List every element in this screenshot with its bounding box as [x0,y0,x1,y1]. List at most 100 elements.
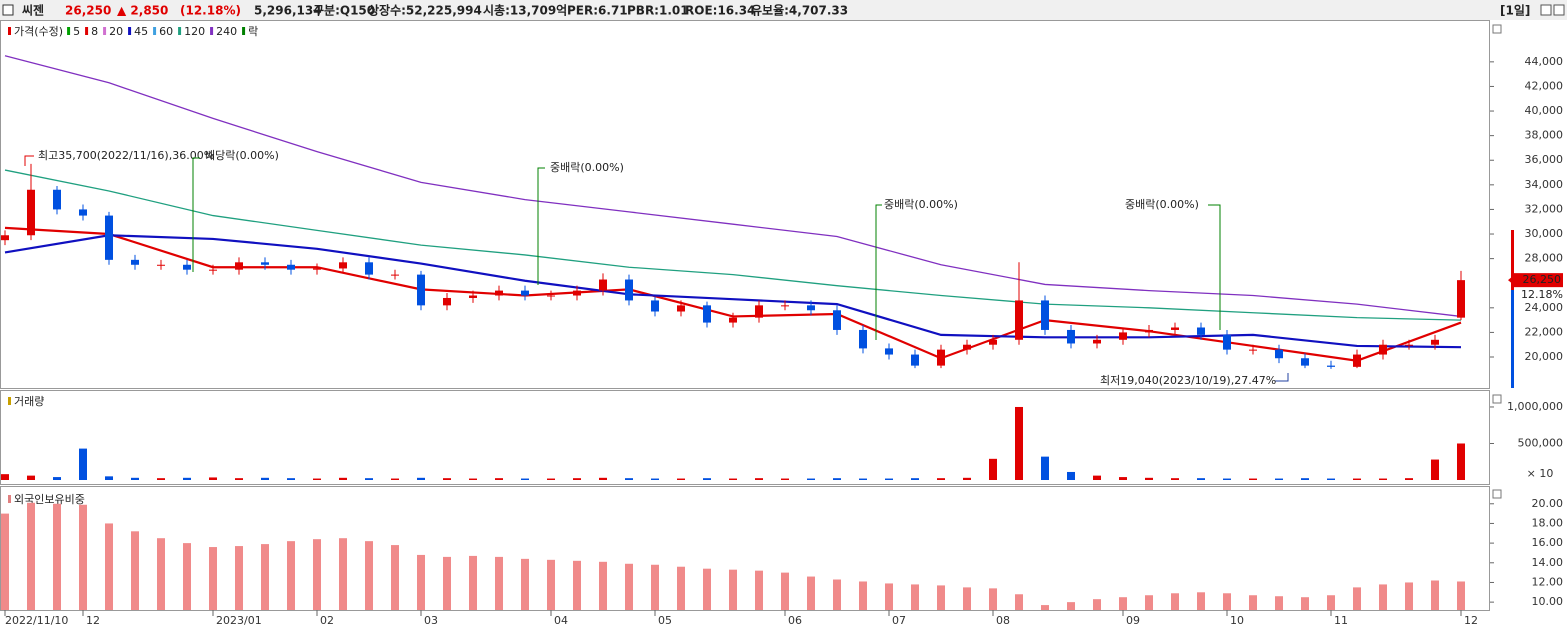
bar [937,478,945,480]
pbr: PBR:1.01 [627,4,689,18]
bar [729,569,737,610]
market: 구분:Q150 [313,4,375,18]
legend-swatch [210,27,214,35]
candle-body [391,274,399,276]
x-tick-label: 12 [86,614,100,627]
legend-swatch [128,27,132,35]
annotation: 최저19,040(2023/10/19),27.47% [1100,374,1276,387]
bar [1145,477,1153,480]
bar [1301,597,1309,610]
y-tick-label: 20,000 [1525,350,1564,363]
candle-body [1,235,9,241]
bar [677,478,685,480]
legend-label: 락 [248,25,258,38]
legend-label: 60 [159,25,173,38]
annotation: 중배락(0.00%) [884,198,958,211]
period[interactable]: [1일] [1500,4,1530,18]
bar [885,583,893,610]
x-tick-label: 2022/11/10 [5,614,68,627]
bar [755,570,763,610]
candle-body [1015,300,1023,340]
candle-body [339,262,347,269]
panel-title: 거래량 [14,395,44,408]
bar [573,478,581,480]
bar [599,477,607,480]
bar [339,538,347,610]
close-button[interactable] [1553,4,1565,16]
candle-body [1457,280,1465,318]
bar [807,478,815,480]
candle-body [1223,334,1231,350]
change-label: 12.18% [1521,288,1563,301]
candle-body [235,262,243,270]
bar [1405,478,1413,480]
y-tick-label: 36,000 [1525,153,1564,166]
bar [1249,595,1257,610]
unit-label: × 10 [1527,467,1554,480]
candle-body [651,300,659,312]
y-tick-label: 24,000 [1525,301,1564,314]
candle-body [1041,300,1049,330]
x-tick-label: 08 [996,614,1010,627]
x-tick-label: 11 [1334,614,1348,627]
candle-body [417,274,425,306]
bar [287,478,295,480]
bar [1457,581,1465,610]
bar [911,584,919,610]
bar [1379,478,1387,480]
bar [235,546,243,610]
bar [677,566,685,610]
checkbox[interactable] [2,4,14,16]
price-marker-arrow [1508,275,1514,286]
bar [1171,593,1179,610]
x-tick-label: 09 [1126,614,1140,627]
x-tick-label: 05 [658,614,672,627]
annotation: 중배락(0.00%) [1125,198,1199,211]
bar [53,503,61,610]
bar [131,531,139,610]
candle-body [755,305,763,318]
panel-button[interactable] [1492,394,1502,404]
header-bar [0,0,1567,20]
bar [989,588,997,610]
price: 26,250 [65,4,111,18]
bar [209,547,217,610]
bar [781,572,789,610]
bar [1,474,9,480]
bar [1093,475,1101,480]
bar [443,478,451,480]
side-bar [1511,290,1514,388]
bar [313,539,321,610]
x-tick-label: 10 [1230,614,1244,627]
bar [1301,478,1309,480]
candle-body [573,290,581,296]
bar [105,476,113,480]
candle-body [521,290,529,296]
legend-swatch [67,27,71,35]
panel-button[interactable] [1492,489,1502,499]
bar [79,448,87,480]
window-button[interactable] [1540,4,1552,16]
annotation: 배당락(0.00%) [205,149,279,162]
bar [651,478,659,480]
panel-button[interactable] [1492,24,1502,34]
bar [651,564,659,610]
legend-swatch [153,27,157,35]
bar [1015,594,1023,610]
bar [235,478,243,480]
shares: 상장수:52,225,994 [368,3,482,18]
side-bar [1511,230,1514,290]
bar [1223,478,1231,480]
bar [963,477,971,480]
candle-body [703,305,711,323]
y-tick-label: 40,000 [1525,104,1564,117]
x-tick-label: 06 [788,614,802,627]
y-tick-label: 500,000 [1518,436,1564,449]
bar [1171,478,1179,480]
y-tick-label: 10.00 [1532,595,1564,608]
bar [1457,443,1465,480]
bar [703,478,711,480]
legend-label: 8 [91,25,98,38]
candle-body [833,310,841,330]
candle-body [1067,329,1075,344]
